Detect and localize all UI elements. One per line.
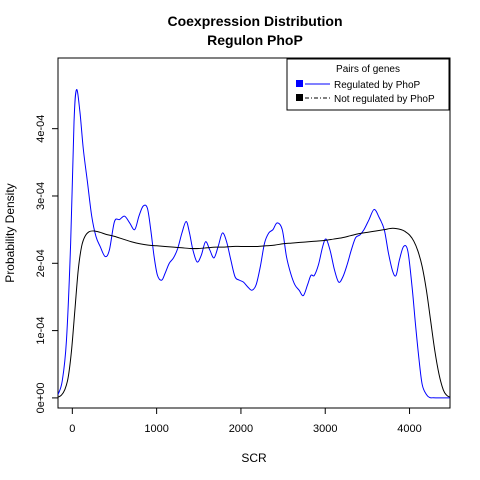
x-tick-label: 1000 (144, 423, 168, 435)
y-tick-label: 2e-04 (35, 249, 47, 277)
legend: Pairs of genes Regulated by PhoP Not reg… (286, 58, 450, 111)
x-tick-label: 2000 (229, 423, 253, 435)
y-axis-label: Probability Density (3, 183, 17, 282)
series-line-not-regulated (58, 227, 450, 398)
y-tick-label: 1e-04 (35, 317, 47, 345)
legend-entry-regulated: Regulated by PhoP (334, 80, 421, 91)
x-tick-label: 4000 (397, 423, 421, 435)
legend-title: Pairs of genes (336, 64, 400, 75)
legend-swatch-not-regulated (296, 94, 303, 101)
y-tick-label: 4e-04 (35, 115, 47, 143)
x-tick-label: 3000 (313, 423, 337, 435)
legend-entry-not-regulated: Not regulated by PhoP (334, 94, 435, 105)
chart-title: Coexpression Distribution (167, 13, 342, 29)
x-axis-label: SCR (241, 451, 267, 465)
x-axis: 0 1000 2000 3000 4000 (69, 408, 422, 435)
series-layer (58, 89, 450, 399)
x-tick-label: 0 (69, 423, 75, 435)
chart-subtitle: Regulon PhoP (207, 32, 303, 48)
y-tick-label: 3e-04 (35, 182, 47, 210)
y-axis: 0e+00 1e-04 2e-04 3e-04 4e-04 (35, 115, 58, 413)
series-line-regulated (58, 89, 450, 399)
legend-swatch-regulated (296, 80, 303, 87)
plot-frame (57, 57, 451, 409)
y-tick-label: 0e+00 (35, 382, 47, 413)
